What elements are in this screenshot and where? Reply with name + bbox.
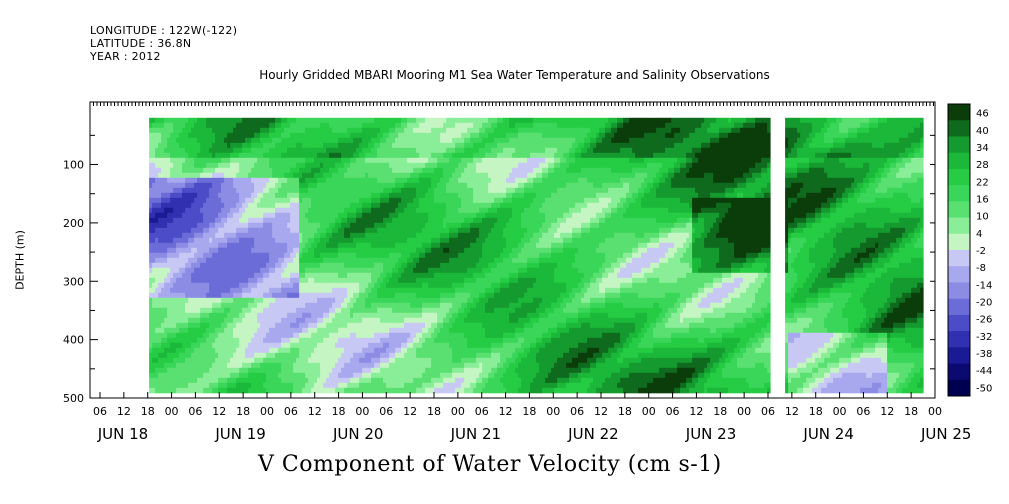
colorbar-swatch — [948, 233, 970, 251]
colorbar-label: 34 — [976, 143, 989, 154]
x-hour-label: 18 — [332, 405, 346, 418]
x-hour-label: 00 — [928, 405, 942, 418]
x-hour-label: 18 — [141, 405, 155, 418]
x-day-label: JUN 19 — [214, 425, 265, 443]
x-hour-label: 18 — [904, 405, 918, 418]
x-hour-label: 00 — [737, 405, 751, 418]
x-hour-label: 12 — [594, 405, 608, 418]
x-hour-label: 18 — [618, 405, 632, 418]
colorbar-swatch — [948, 104, 970, 121]
colorbar-swatch — [948, 201, 970, 219]
colorbar-swatch — [948, 347, 970, 365]
x-day-label: JUN 22 — [567, 425, 618, 443]
colorbar-label: -44 — [976, 366, 992, 377]
colorbar-label: -32 — [976, 332, 992, 343]
x-hour-label: 06 — [856, 405, 870, 418]
x-hour-label: 00 — [546, 405, 560, 418]
x-hour-label: 18 — [236, 405, 250, 418]
colorbar-swatch — [948, 120, 970, 137]
x-day-label: JUN 25 — [920, 425, 971, 443]
heatmap-cells — [149, 117, 924, 394]
x-day-label: JUN 24 — [802, 425, 853, 443]
chart-title: Hourly Gridded MBARI Mooring M1 Sea Wate… — [259, 68, 770, 82]
colorbar-label: -2 — [976, 246, 986, 257]
x-hour-label: 06 — [284, 405, 298, 418]
y-tick-label: 100 — [63, 159, 84, 172]
x-hour-label: 06 — [93, 405, 107, 418]
x-hour-label: 12 — [880, 405, 894, 418]
y-tick-label: 300 — [63, 275, 84, 288]
x-hour-label: 06 — [188, 405, 202, 418]
y-tick-label: 500 — [63, 392, 84, 405]
x-hour-label: 18 — [809, 405, 823, 418]
colorbar-label: -26 — [976, 315, 992, 326]
latitude-label: LATITUDE : 36.8N — [90, 37, 192, 50]
x-hour-label: 00 — [165, 405, 179, 418]
x-hour-label: 06 — [379, 405, 393, 418]
x-hour-label: 00 — [642, 405, 656, 418]
x-hour-label: 18 — [713, 405, 727, 418]
colorbar-swatch — [948, 282, 970, 300]
x-hour-label: 00 — [833, 405, 847, 418]
x-hour-label: 12 — [212, 405, 226, 418]
x-axis-title: V Component of Water Velocity (cm s-1) — [258, 452, 722, 477]
colorbar-frame — [947, 103, 971, 397]
colorbar-swatch — [948, 185, 970, 202]
colorbar-swatch — [948, 168, 970, 186]
colorbar-label: 40 — [976, 126, 989, 137]
y-axis-label: DEPTH (m) — [13, 230, 27, 290]
y-tick-label: 200 — [63, 217, 84, 230]
x-hour-label: 00 — [260, 405, 274, 418]
colorbar-label: 4 — [976, 229, 982, 240]
colorbar-label: 16 — [976, 194, 989, 205]
colorbar-swatch — [948, 363, 970, 381]
plot-frame — [89, 101, 936, 399]
colorbar-label: 22 — [976, 177, 989, 188]
y-tick-label: 400 — [63, 334, 84, 347]
colorbar-swatch — [948, 217, 970, 235]
colorbar-label: -50 — [976, 383, 992, 394]
x-hour-label: 18 — [427, 405, 441, 418]
x-hour-label: 00 — [355, 405, 369, 418]
year-label: YEAR : 2012 — [90, 50, 161, 63]
x-hour-label: 12 — [403, 405, 417, 418]
x-day-label: JUN 20 — [332, 425, 383, 443]
colorbar-swatch — [948, 266, 970, 283]
x-hour-label: 12 — [117, 405, 131, 418]
x-day-label: JUN 21 — [450, 425, 501, 443]
colorbar-swatch — [948, 250, 970, 267]
colorbar-label: 46 — [976, 109, 989, 120]
x-hour-label: 06 — [475, 405, 489, 418]
x-hour-label: 12 — [689, 405, 703, 418]
colorbar-label: -20 — [976, 298, 992, 309]
longitude-label: LONGITUDE : 122W(-122) — [90, 24, 238, 37]
x-hour-label: 12 — [785, 405, 799, 418]
colorbar-label: -38 — [976, 349, 992, 360]
x-hour-label: 12 — [499, 405, 513, 418]
x-day-label: JUN 18 — [97, 425, 148, 443]
x-hour-label: 06 — [761, 405, 775, 418]
colorbar-swatch — [948, 152, 970, 170]
colorbar-label: 10 — [976, 212, 989, 223]
colorbar-label: -8 — [976, 263, 986, 274]
x-hour-label: 06 — [666, 405, 680, 418]
x-hour-label: 18 — [522, 405, 536, 418]
colorbar-swatch — [948, 331, 970, 348]
x-hour-label: 00 — [451, 405, 465, 418]
colorbar-swatch — [948, 136, 970, 154]
colorbar-swatch — [948, 314, 970, 332]
x-hour-label: 06 — [570, 405, 584, 418]
x-day-label: JUN 23 — [685, 425, 736, 443]
metadata-block: LONGITUDE : 122W(-122) LATITUDE : 36.8N … — [90, 24, 237, 63]
colorbar-swatch — [948, 379, 970, 397]
colorbar-label: 28 — [976, 160, 989, 171]
x-hour-label: 12 — [308, 405, 322, 418]
colorbar-swatch — [948, 298, 970, 316]
colorbar-label: -14 — [976, 280, 992, 291]
